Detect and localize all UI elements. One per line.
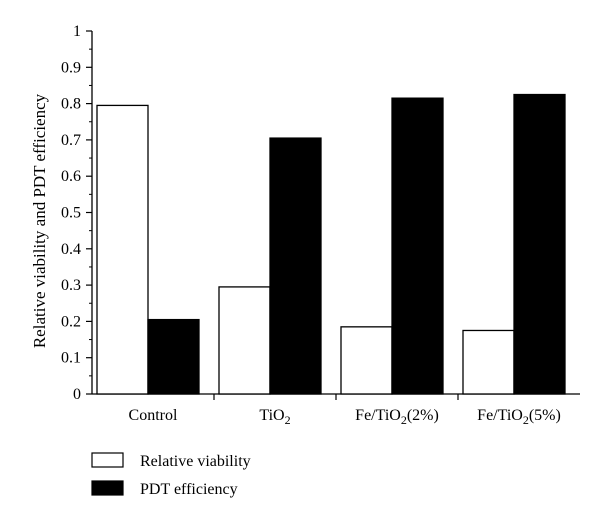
bar-relative-viability [218,286,271,395]
bar-pdt-efficiency [513,93,566,395]
y-tick-label: 0.8 [61,96,81,113]
x-tick-label: Fe/TiO2(5%) [477,407,561,427]
bar-relative-viability [340,326,393,395]
legend-swatch-pdt-efficiency [91,480,124,496]
legend-swatch-relative-viability [91,452,124,468]
x-tick-label: Fe/TiO2(2%) [355,407,439,427]
y-tick-label: 0.1 [61,350,81,367]
y-tick-label: 0.7 [61,132,81,149]
y-tick-label: 0.5 [61,205,81,222]
y-axis-label: Relative viability and PDT efficiency [30,93,49,348]
y-tick-label: 1 [73,23,81,40]
y-tick-label: 0.4 [61,241,81,258]
y-tick-label: 0.9 [61,59,81,76]
legend-label-relative-viability: Relative viability [140,453,251,470]
legend-label-pdt-efficiency: PDT efficiency [140,481,238,498]
plot-area: 0 0.1 0.2 0.3 0.4 0.5 0.6 0.7 0.8 0.9 1 Control TiO2… [61,23,580,427]
bar-relative-viability [96,104,149,395]
bar-pdt-efficiency [147,318,200,395]
y-tick-label: 0.3 [61,277,81,294]
y-tick-label: 0.2 [61,313,81,330]
bar-relative-viability [462,329,515,395]
bar-pdt-efficiency [391,97,444,395]
y-tick-label: 0 [73,386,81,403]
bar-pdt-efficiency [269,137,322,395]
x-tick-label: Control [129,407,178,424]
legend: Relative viability PDT efficiency [91,452,251,498]
y-tick-label: 0.6 [61,168,81,185]
x-tick-label: TiO2 [259,407,290,427]
